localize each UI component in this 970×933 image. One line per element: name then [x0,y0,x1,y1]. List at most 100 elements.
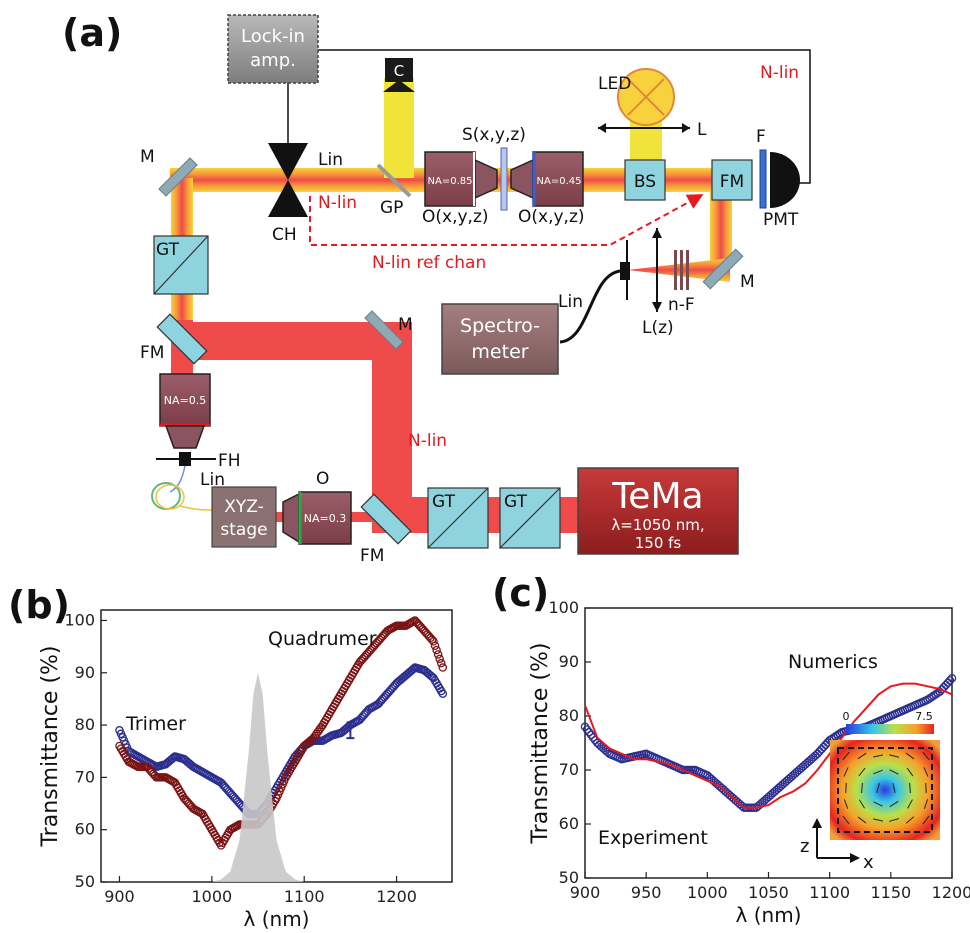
pmt-icon [770,152,800,208]
objective-05-na: NA=0.5 [164,394,206,407]
field-vector-icon [905,816,915,824]
flip-mirror-bottom-label: FM [360,546,384,566]
field-vector-icon [892,783,896,793]
z-arrow-head-icon [812,818,822,828]
panel-b: (b) 900 1000 1100 1200 50 60 70 80 90 100 λ (nm) Tr… [8,583,453,931]
gp-label: GP [380,198,403,218]
y-tick-label: 100 [64,610,95,629]
mirror-top-left-label: M [140,147,155,167]
field-vector-icon [842,751,850,761]
field-vector-icon [889,769,899,775]
x-tick-label: 1000 [191,887,232,906]
filter-f-label: F [756,127,766,147]
glan-taylor-2-label: GT [504,492,528,512]
x-axis-label: λ (nm) [244,907,310,931]
spec-beam-cone [628,258,730,282]
tema-laser [577,467,739,555]
y-tick-label: 80 [75,715,95,734]
x-tick-label: 1000 [687,883,728,902]
objective-left-label: O(x,y,z) [422,207,489,227]
x-tick-label: 1100 [284,887,325,906]
objective-045-na: NA=0.45 [537,176,582,187]
data-point-quadrumer [436,658,446,668]
x-axis-label: λ (nm) [736,903,802,927]
y-tick-label: 70 [559,760,579,779]
field-vector-icon [905,752,915,760]
nd-filter-label: n-F [668,295,695,315]
spectrometer-line1: Spectro- [460,315,540,337]
lens-lz-label: L(z) [642,318,674,338]
field-vector-icon [923,767,929,777]
tema-title: TeMa [611,476,703,517]
nlin-label: N-lin [318,193,357,213]
glass-plate [376,163,412,198]
chopper-label: CH [272,225,297,245]
objective-o-label: O [316,469,329,489]
field-vector-icon [873,769,883,775]
data-point-quadrumer [432,645,441,655]
signal-wire [318,49,811,184]
x-tick-label: 1200 [932,883,970,902]
data-point-quadrumer [430,641,440,650]
data-point-experiment [737,801,747,811]
lin-label: Lin [318,150,343,170]
y-tick-label: 60 [559,814,579,833]
inset-outline [837,747,933,833]
flip-mirror-right-label: FM [720,172,744,192]
legend-trimer: Trimer [125,713,186,735]
pmt-label: PMT [763,210,799,230]
field-vector-icon [845,782,847,794]
y-tick-label: 90 [559,652,579,671]
y-tick-label: 60 [75,820,95,839]
field-vector-icon [873,801,883,807]
flip-mirror-left-label: FM [140,343,164,363]
inset-x-label: x [863,852,874,873]
y-axis-label: Transmittance (%) [38,645,63,847]
nlin-ref-label: N-lin ref chan [372,253,486,273]
y-tick-label: 50 [75,872,95,891]
flip-mirror-bottom [360,493,412,545]
panel-a: (a) Lock-in amp. C LED [62,11,811,566]
panel-b-label: (b) [8,583,70,627]
sample-label: S(x,y,z) [462,125,526,145]
field-vector-icon [889,754,899,758]
y-tick-label: 70 [75,767,95,786]
tema-line1: λ=1050 nm, [611,516,704,534]
lockin-line1: Lock-in [241,26,305,47]
panel-c: (c) 900 950 1000 1050 1100 1150 12005060708090… [492,571,970,927]
mirror-middle-label: M [398,315,413,335]
field-vector-icon [843,799,849,809]
mirror-right-label: M [740,272,755,292]
filter-f [759,149,767,209]
beamsplitter [624,159,666,201]
y-tick-label: 90 [75,663,95,682]
lockin-line2: amp. [250,50,296,71]
fiber-holder-label: FH [218,451,241,471]
colorbar-max-label: 7.5 [915,710,933,723]
glan-taylor-1-label: GT [432,492,456,512]
xyz-stage-line1: XYZ- [224,497,264,517]
y-axis-label: Transmittance (%) [528,642,553,844]
inset-z-label: z [800,836,809,857]
x-arrow-head-icon [850,853,860,863]
lin-fiber-label: Lin [200,470,225,490]
lens-l-label: L [697,120,707,140]
y-tick-label: 50 [559,868,579,887]
x-tick-label: 900 [570,883,601,902]
chart-c: 900 950 1000 1050 1100 1150 1200 50 60 70 80 90 100 λ… [528,598,970,927]
xyz-stage-line2: stage [220,520,267,540]
camera-lens-icon [383,80,415,92]
laser-beam-vert [372,322,412,502]
panel-a-label: (a) [62,11,122,55]
fiber-coupler [620,262,630,280]
camera-beam [384,78,414,178]
x-tick-label: 1150 [870,883,911,902]
field-vector-icon [873,754,883,758]
objective-03 [298,491,352,545]
field-vector-icon [909,782,911,794]
x-tick-label: 950 [631,883,662,902]
tema-line2: 150 fs [635,534,682,552]
led-label: LED [598,74,631,94]
spec-beam-vert [710,192,732,267]
